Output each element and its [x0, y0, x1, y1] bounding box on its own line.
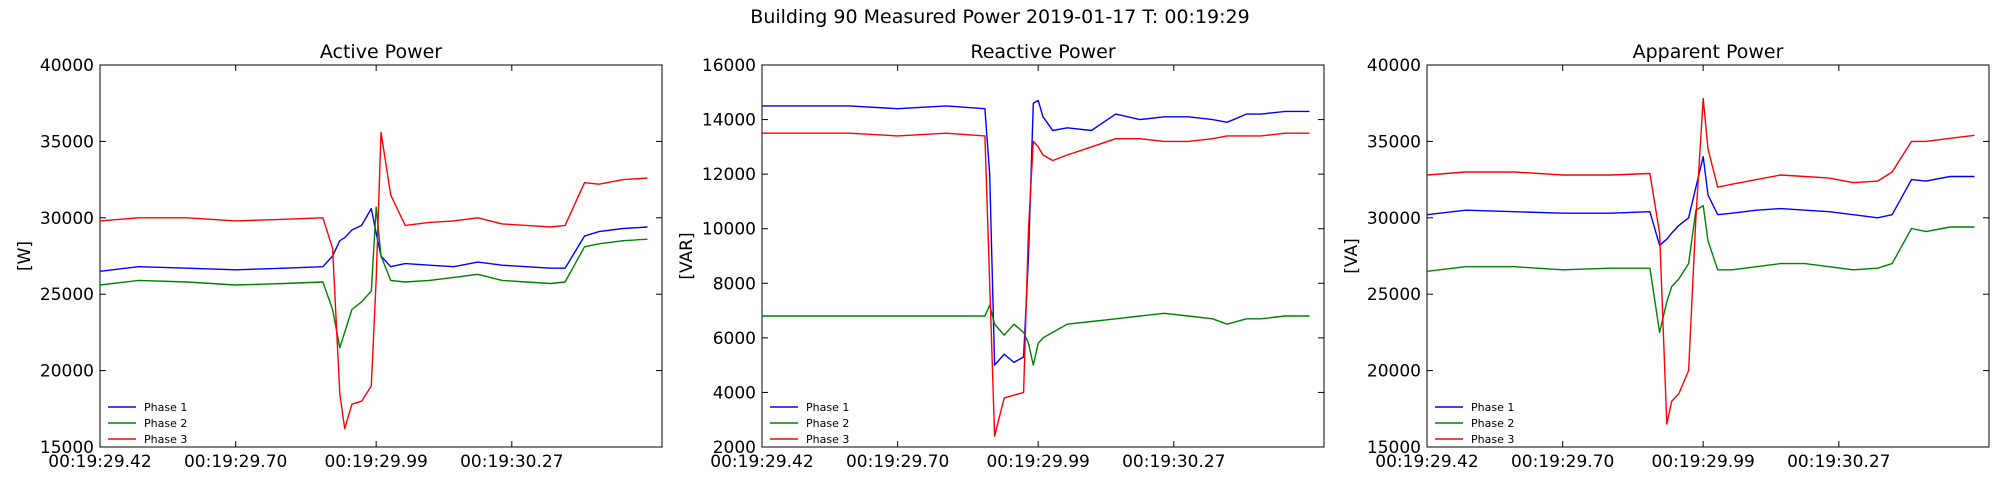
series-line-phase-2	[100, 206, 648, 349]
legend-label-phase-2: Phase 2	[1471, 417, 1514, 430]
legend-label-phase-3: Phase 3	[806, 433, 849, 446]
series-line-phase-2	[1427, 204, 1975, 334]
legend-label-phase-3: Phase 3	[144, 433, 187, 446]
y-axis-label: [VA]	[1342, 238, 1362, 273]
plot-frame	[761, 64, 1325, 448]
chart-title: Active Power	[320, 41, 442, 63]
legend-label-phase-1: Phase 1	[1471, 401, 1514, 414]
y-tick-label: 25000	[40, 285, 94, 305]
y-tick-label: 35000	[40, 132, 94, 152]
y-tick-label: 40000	[40, 56, 94, 76]
y-tick-label: 15000	[1367, 438, 1421, 458]
y-tick-label: 35000	[1367, 132, 1421, 152]
x-tick-label: 00:19:29.70	[1511, 452, 1614, 472]
series-line-phase-3	[1427, 97, 1975, 425]
y-tick-label: 6000	[713, 329, 756, 349]
y-tick-label: 30000	[1367, 209, 1421, 229]
x-tick-label: 00:19:29.99	[986, 452, 1089, 472]
chart-3: Apparent Power [VA] 15000 20000 25000 30000 35…	[1342, 41, 1990, 472]
y-tick-label: 16000	[702, 56, 756, 76]
y-tick-label: 20000	[40, 362, 94, 382]
legend-label-phase-3: Phase 3	[1471, 433, 1514, 446]
chart-title: Reactive Power	[970, 41, 1115, 63]
series-line-phase-2	[762, 304, 1310, 366]
y-tick-label: 30000	[40, 209, 94, 229]
legend-label-phase-1: Phase 1	[144, 401, 187, 414]
legend-label-phase-2: Phase 2	[144, 417, 187, 430]
plot-frame	[99, 64, 663, 448]
y-tick-label: 20000	[1367, 362, 1421, 382]
x-tick-label: 00:19:29.42	[710, 452, 813, 472]
x-tick-label: 00:19:30.27	[1122, 452, 1225, 472]
x-tick-label: 00:19:29.42	[48, 452, 151, 472]
y-tick-label: 15000	[40, 438, 94, 458]
y-tick-label: 12000	[702, 165, 756, 185]
legend-label-phase-2: Phase 2	[806, 417, 849, 430]
series-line-phase-3	[100, 131, 648, 430]
figure-suptitle: Building 90 Measured Power 2019-01-17 T:…	[750, 6, 1250, 28]
y-tick-label: 10000	[702, 220, 756, 240]
x-tick-label: 00:19:30.27	[1787, 452, 1890, 472]
series-line-phase-3	[762, 132, 1310, 437]
chart-2: Reactive Power [VAR] 2000 4000 6000 8000 10000…	[677, 41, 1325, 472]
y-tick-label: 14000	[702, 111, 756, 131]
x-tick-label: 00:19:29.99	[324, 452, 427, 472]
y-tick-label: 4000	[713, 383, 756, 403]
series-line-phase-1	[762, 99, 1310, 366]
x-tick-label: 00:19:29.70	[846, 452, 949, 472]
y-tick-label: 40000	[1367, 56, 1421, 76]
x-tick-label: 00:19:29.99	[1651, 452, 1754, 472]
chart-1: Active Power [W] 15000 20000 25000 30000 35000…	[15, 41, 663, 472]
chart-title: Apparent Power	[1633, 41, 1784, 63]
x-tick-label: 00:19:30.27	[460, 452, 563, 472]
legend-label-phase-1: Phase 1	[806, 401, 849, 414]
y-tick-label: 25000	[1367, 285, 1421, 305]
x-tick-label: 00:19:29.42	[1375, 452, 1478, 472]
x-tick-label: 00:19:29.70	[184, 452, 287, 472]
y-axis-label: [W]	[15, 241, 35, 271]
plot-frame	[1426, 64, 1990, 448]
y-tick-label: 2000	[713, 438, 756, 458]
series-line-phase-1	[1427, 155, 1975, 247]
y-tick-label: 8000	[713, 274, 756, 294]
y-axis-label: [VAR]	[677, 232, 697, 279]
